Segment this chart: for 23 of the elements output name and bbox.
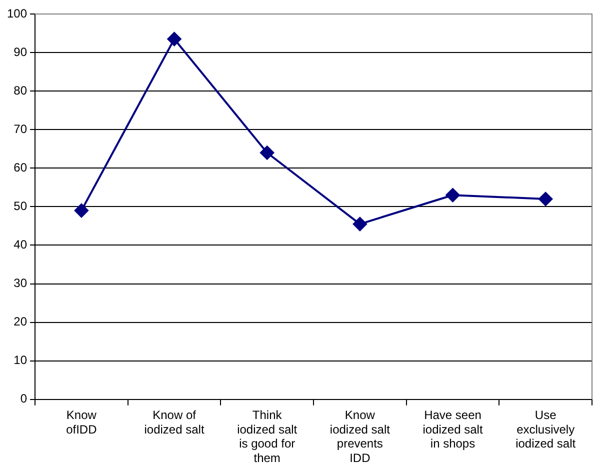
x-tick-label: Think iodized salt is good for them	[237, 408, 298, 466]
x-tick-label: Know iodized salt prevents IDD	[330, 408, 391, 466]
y-tick-label: 100	[6, 6, 28, 20]
y-tick-label: 0	[20, 392, 28, 406]
x-tick-label: Have seen iodized salt in shops	[422, 408, 484, 451]
point	[74, 204, 88, 218]
x-tick-label: Know of iodized salt	[144, 408, 205, 436]
y-tick-label: 30	[14, 276, 28, 290]
y-tick-label: 20	[14, 314, 28, 329]
y-tick-label: 10	[14, 353, 28, 368]
y-tick-label: 70	[14, 122, 28, 136]
point	[352, 217, 367, 232]
point	[260, 146, 274, 160]
x-tick-label: Use exclusively iodized salt	[516, 408, 576, 451]
y-tick-label: 90	[14, 44, 28, 59]
x-tick-label: Know ofIDD	[66, 408, 98, 436]
point	[538, 192, 553, 206]
y-tick-label: 50	[14, 199, 28, 214]
point	[167, 32, 182, 46]
point	[446, 188, 460, 202]
y-tick-label: 40	[14, 238, 28, 252]
y-tick-label: 60	[14, 160, 28, 174]
y-tick-label: 80	[14, 83, 28, 98]
